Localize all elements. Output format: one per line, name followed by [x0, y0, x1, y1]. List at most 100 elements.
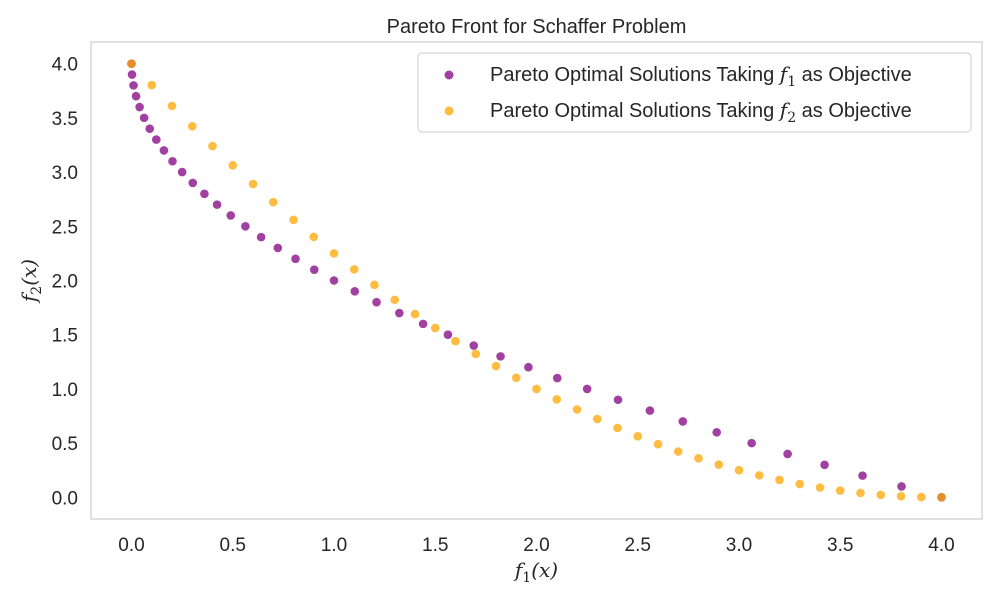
data-point: [329, 249, 339, 258]
legend-marker-f1: [444, 70, 454, 80]
data-point: [200, 189, 209, 199]
y-tick-label: 1.5: [52, 326, 78, 347]
data-point: [694, 453, 703, 463]
x-axis-label: f1(x): [513, 558, 558, 586]
data-point: [633, 432, 643, 441]
data-point: [177, 167, 187, 177]
data-point: [795, 479, 805, 489]
data-point: [418, 319, 428, 329]
data-point: [131, 91, 141, 101]
data-point: [135, 102, 144, 112]
data-point: [937, 493, 946, 502]
data-point: [524, 362, 533, 372]
x-tick-label: 0.5: [220, 535, 246, 556]
series-f2-objective: [127, 59, 946, 502]
data-point: [188, 178, 198, 188]
legend-label-f1: Pareto Optimal Solutions Taking f1 as Ob…: [490, 62, 912, 90]
data-point: [469, 341, 479, 350]
x-tick-label: 1.5: [422, 535, 448, 556]
data-point: [916, 492, 926, 502]
x-tick-label: 1.0: [321, 535, 347, 556]
data-point: [876, 490, 886, 500]
data-point: [645, 406, 655, 415]
data-point: [139, 113, 149, 123]
data-point: [734, 465, 744, 475]
data-point: [228, 161, 238, 170]
data-point: [145, 124, 155, 134]
data-point: [268, 197, 278, 207]
data-point: [147, 80, 157, 90]
data-point: [329, 276, 339, 285]
x-axis-ticks: 0.0 0.5 1.0 1.5 2.0 2.5 3.0 3.5 4.0: [118, 535, 954, 556]
data-point: [273, 243, 283, 253]
data-point: [291, 254, 300, 264]
data-point: [410, 309, 420, 319]
data-point: [395, 308, 404, 318]
data-point: [127, 70, 137, 79]
data-point: [653, 439, 663, 449]
data-point: [747, 438, 756, 448]
data-point: [241, 221, 250, 231]
data-point: [372, 297, 381, 307]
data-point: [208, 141, 217, 151]
data-point: [858, 471, 867, 480]
y-tick-label: 3.5: [52, 109, 78, 130]
legend-label-f2: Pareto Optimal Solutions Taking f2 as Ob…: [490, 98, 912, 126]
data-point: [350, 287, 360, 296]
x-tick-label: 0.0: [118, 535, 144, 556]
data-point: [673, 447, 683, 456]
data-point: [159, 146, 169, 155]
x-tick-label: 2.0: [523, 535, 549, 556]
data-point: [212, 200, 222, 209]
y-tick-label: 0.0: [52, 488, 78, 509]
data-point: [592, 414, 602, 424]
data-point: [226, 211, 236, 220]
data-point: [582, 384, 592, 394]
y-axis-ticks: 0.0 0.5 1.0 1.5 2.0 2.5 3.0 3.5 4.0: [52, 55, 78, 510]
legend-box: [417, 52, 972, 133]
data-point: [572, 405, 582, 414]
data-point: [167, 101, 177, 111]
data-point: [754, 471, 764, 480]
data-point: [248, 179, 258, 189]
x-tick-label: 3.5: [827, 535, 853, 556]
data-point: [430, 323, 440, 333]
data-point: [613, 395, 623, 405]
chart-title: Pareto Front for Schaffer Problem: [387, 16, 687, 38]
y-tick-label: 3.0: [52, 163, 78, 184]
y-tick-label: 0.5: [52, 434, 78, 455]
data-point: [471, 349, 481, 359]
data-point: [552, 395, 562, 404]
data-point: [820, 460, 829, 470]
data-point: [491, 361, 501, 371]
data-point: [815, 483, 825, 492]
data-point: [897, 482, 906, 491]
data-point: [496, 352, 505, 361]
data-point: [349, 265, 359, 274]
y-tick-label: 2.5: [52, 217, 78, 238]
data-point: [552, 373, 562, 383]
data-point: [714, 460, 724, 469]
data-point: [390, 295, 400, 305]
x-tick-label: 4.0: [928, 535, 954, 556]
data-point: [256, 232, 266, 242]
y-tick-label: 2.0: [52, 272, 78, 293]
legend: Pareto Optimal Solutions Taking f1 as Ob…: [417, 52, 972, 133]
x-tick-label: 2.5: [625, 535, 651, 556]
data-point: [775, 475, 784, 485]
data-point: [451, 336, 460, 346]
legend-marker-f2: [444, 106, 454, 116]
data-point: [511, 373, 521, 383]
data-point: [187, 121, 197, 131]
y-tick-label: 4.0: [52, 55, 78, 76]
y-tick-label: 1.0: [52, 380, 78, 401]
data-point: [289, 215, 298, 225]
data-point: [168, 156, 177, 166]
data-point: [370, 280, 379, 290]
data-point: [613, 423, 622, 433]
data-point: [443, 330, 453, 340]
data-point: [127, 59, 136, 68]
data-point: [129, 81, 138, 90]
data-point: [309, 265, 319, 274]
